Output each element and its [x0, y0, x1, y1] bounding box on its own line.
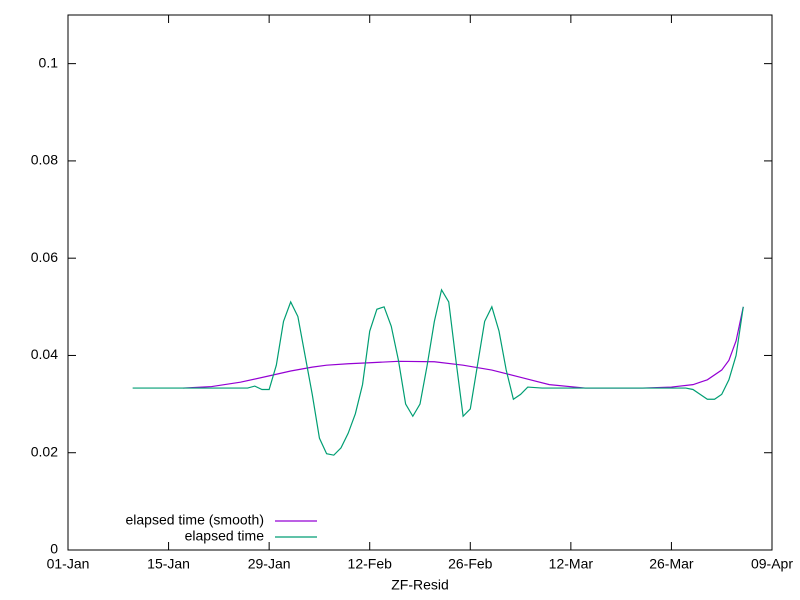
y-tick-label: 0.1 — [39, 54, 59, 70]
series-line — [182, 306, 744, 389]
x-tick-label: 12-Feb — [348, 556, 393, 572]
x-tick-label: 26-Feb — [448, 556, 493, 572]
plot-frame — [67, 14, 773, 551]
series-line — [132, 288, 744, 456]
x-tick-label: 09-Apr — [751, 556, 793, 572]
x-tick-label: 15-Jan — [147, 556, 190, 572]
x-axis-label: ZF-Resid — [391, 577, 449, 593]
legend-label: elapsed time — [185, 528, 265, 544]
y-tick-label: 0.04 — [31, 346, 58, 362]
x-tick-label: 26-Mar — [649, 556, 694, 572]
x-tick-label: 12-Mar — [549, 556, 594, 572]
y-tick-label: 0.06 — [31, 249, 58, 265]
legend-label: elapsed time (smooth) — [125, 512, 264, 528]
y-tick-label: 0.08 — [31, 152, 58, 168]
y-tick-label: 0.02 — [31, 443, 58, 459]
x-tick-label: 01-Jan — [47, 556, 90, 572]
y-tick-label: 0 — [50, 541, 58, 557]
x-tick-label: 29-Jan — [248, 556, 291, 572]
